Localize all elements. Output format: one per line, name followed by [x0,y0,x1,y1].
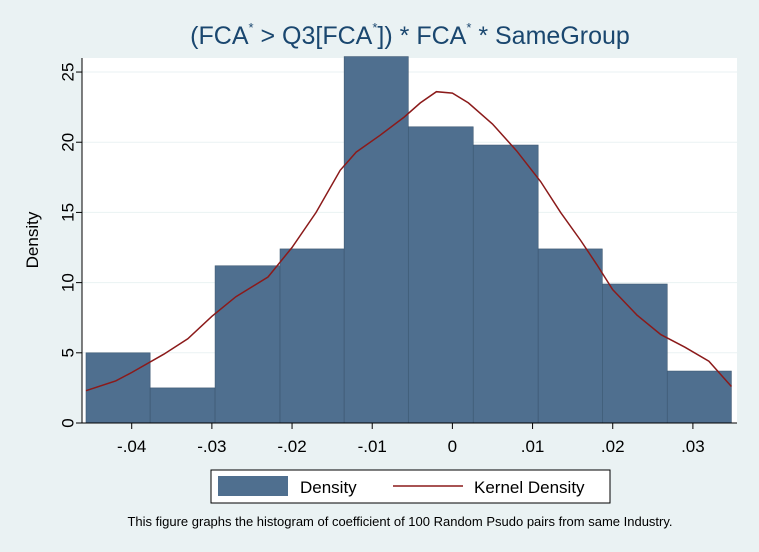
y-tick-label: 15 [58,203,77,222]
legend-swatch-density [218,476,288,496]
x-tick-label: -.01 [358,437,387,456]
kernel-density-line [85,90,732,392]
histogram-bars [85,56,732,424]
x-tick-label: .02 [601,437,625,456]
histogram-bar [279,248,345,424]
histogram-bar [214,265,281,424]
x-tick-label: -.04 [117,437,146,456]
x-axis-ticks: -.04 -.03 -.02 -.01 0 .01 .02 .03 [117,423,705,456]
y-axis-title: Density [23,211,42,268]
figure-note: This figure graphs the histogram of coef… [127,514,672,529]
x-tick-label: .03 [681,437,705,456]
kernel-density-layer [85,90,732,392]
y-axis-ticks: 0 5 10 15 20 25 [58,63,82,428]
chart-title: (FCA* > Q3[FCA*]) * FCA* * SameGroup [190,20,630,50]
x-tick-label: 0 [448,437,457,456]
x-tick-label: -.03 [197,437,226,456]
legend-label-density: Density [300,478,357,497]
y-tick-label: 5 [58,348,77,357]
legend: Density Kernel Density [210,469,611,504]
y-tick-label: 20 [58,133,77,152]
histogram-bar [472,144,539,424]
histogram-bar [602,283,668,424]
histogram-bar [407,126,474,424]
histogram-bar [537,248,603,424]
histogram-bar [343,56,409,424]
legend-label-kernel-density: Kernel Density [474,478,585,497]
x-tick-label: -.02 [277,437,306,456]
histogram-bar [149,387,216,424]
y-tick-label: 10 [58,273,77,292]
x-tick-label: .01 [521,437,545,456]
y-tick-label: 25 [58,63,77,82]
histogram-bar [666,370,732,424]
y-tick-label: 0 [58,418,77,427]
